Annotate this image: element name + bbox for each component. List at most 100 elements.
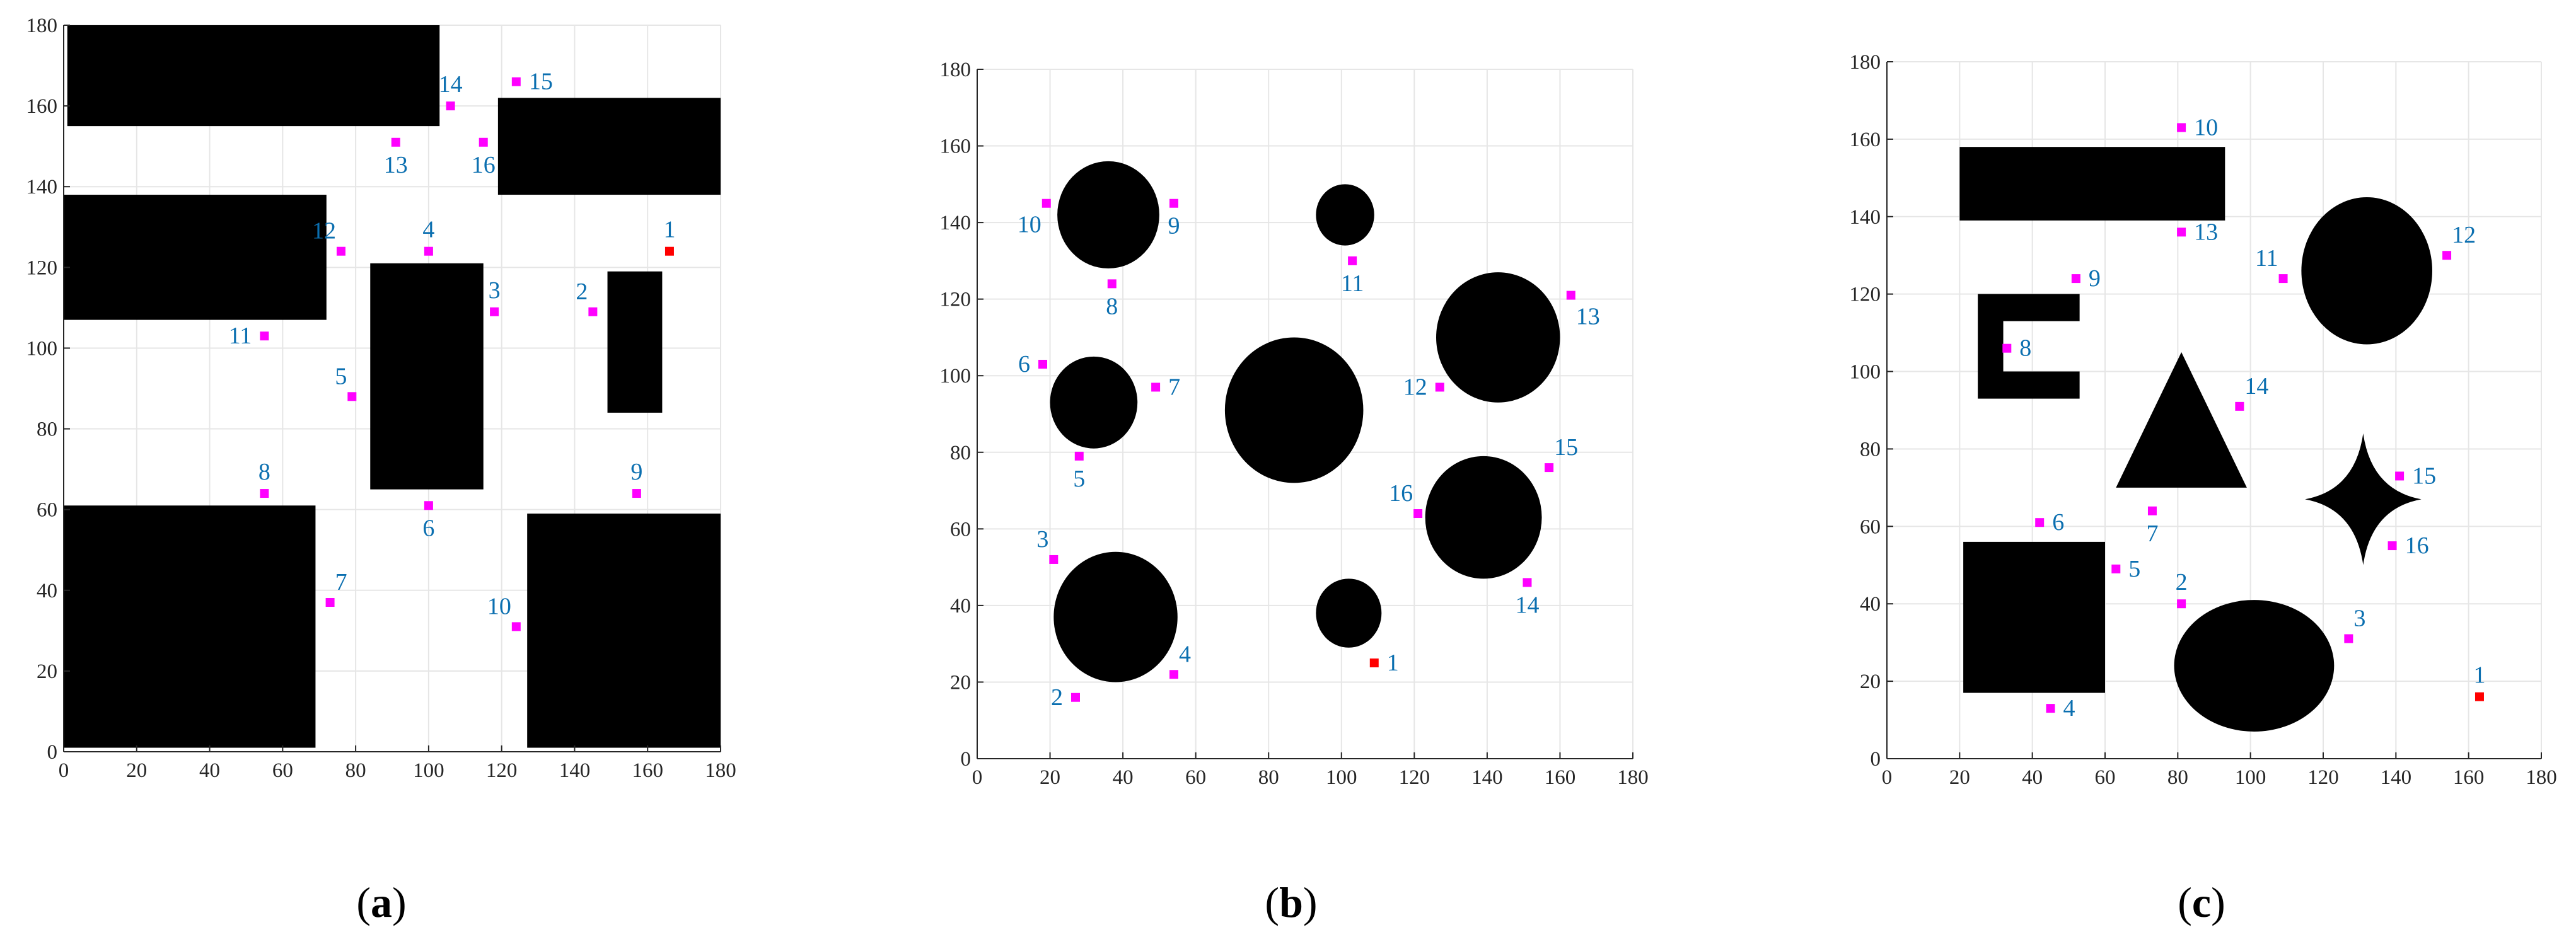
- waypoint: [2111, 564, 2121, 573]
- point-label: 9: [2089, 265, 2101, 292]
- x-tick-label: 160: [1545, 766, 1576, 789]
- point-label: 7: [2146, 520, 2158, 547]
- y-tick-label: 80: [37, 418, 57, 441]
- x-tick-label: 180: [705, 759, 736, 782]
- obstacles: [1959, 147, 2432, 732]
- waypoint: [1038, 359, 1047, 369]
- point-label: 4: [2063, 695, 2075, 721]
- y-tick-label: 100: [26, 337, 58, 360]
- waypoint: [1348, 256, 1357, 265]
- point-label: 16: [1389, 480, 1413, 507]
- y-tick-label: 120: [940, 289, 972, 311]
- x-tick-label: 80: [345, 759, 366, 782]
- x-tick-label: 40: [2022, 766, 2043, 789]
- obstacle-rect: [64, 505, 316, 748]
- x-tick-label: 100: [2235, 766, 2266, 789]
- waypoint: [2002, 343, 2012, 353]
- y-tick-label: 80: [1860, 438, 1881, 461]
- obstacle-bracket: [1978, 294, 2080, 399]
- waypoint: [2235, 401, 2244, 411]
- x-tick-label: 80: [2167, 766, 2188, 789]
- x-tick-label: 100: [1326, 766, 1357, 789]
- y-tick-label: 40: [1860, 593, 1881, 616]
- waypoint: [2344, 634, 2353, 643]
- panel-caption: (a): [356, 878, 406, 926]
- point-label: 2: [1051, 684, 1063, 711]
- panel-caption: (b): [1265, 878, 1317, 926]
- point-label: 11: [2255, 245, 2278, 272]
- start-point: [2474, 692, 2484, 701]
- point-label: 3: [1036, 526, 1048, 553]
- y-tick-label: 120: [26, 256, 58, 279]
- point-label: 16: [472, 152, 496, 178]
- waypoint: [2278, 274, 2288, 284]
- point-label: 2: [576, 279, 588, 305]
- obstacle-rect: [527, 514, 721, 748]
- y-tick-label: 60: [37, 499, 57, 522]
- waypoint: [2177, 123, 2186, 132]
- point-label: 16: [2405, 532, 2429, 559]
- point-label: 12: [312, 218, 336, 244]
- point-label: 6: [1018, 351, 1030, 377]
- x-tick-label: 60: [2095, 766, 2116, 789]
- point-label: 1: [1387, 650, 1399, 676]
- waypoint: [1523, 578, 1532, 587]
- waypoint: [1049, 555, 1059, 564]
- point-label: 11: [1341, 270, 1364, 297]
- x-tick-label: 140: [2381, 766, 2412, 789]
- waypoint: [1413, 509, 1423, 519]
- point-label: 5: [2128, 556, 2140, 582]
- waypoint: [511, 77, 521, 86]
- point-label: 6: [2052, 509, 2064, 536]
- x-tick-label: 40: [1113, 766, 1134, 789]
- x-tick-label: 160: [2453, 766, 2485, 789]
- point-label: 15: [529, 69, 553, 95]
- point-label: 7: [335, 569, 347, 595]
- point-label: 14: [1515, 592, 1539, 618]
- y-tick-label: 0: [961, 748, 972, 771]
- point-label: 5: [335, 363, 347, 389]
- x-tick-label: 120: [1399, 766, 1430, 789]
- point-label: 10: [2194, 114, 2218, 141]
- waypoint: [1041, 198, 1051, 208]
- waypoint: [588, 307, 598, 316]
- y-tick-label: 180: [26, 14, 58, 37]
- point-label: 6: [422, 515, 434, 541]
- point-label: 4: [1179, 641, 1191, 667]
- obstacle-circle: [1316, 184, 1374, 246]
- waypoint: [479, 137, 488, 147]
- point-label: 4: [422, 217, 434, 243]
- waypoint: [336, 246, 345, 256]
- point-label: 13: [2194, 219, 2218, 245]
- y-tick-label: 20: [1860, 670, 1881, 693]
- x-tick-label: 20: [1949, 766, 1970, 789]
- x-tick-label: 180: [2526, 766, 2557, 789]
- waypoint: [1566, 290, 1575, 300]
- obstacle-circle: [1053, 551, 1178, 682]
- panel-a: 0 20 40 60 80 100 120 140 160 180 0 20 40 60 80 100 120 1…: [26, 14, 736, 926]
- waypoint: [2177, 599, 2186, 609]
- point-label: 9: [1168, 213, 1180, 239]
- point-label: 3: [489, 277, 501, 304]
- waypoint: [325, 597, 335, 607]
- obstacle-circle: [1316, 578, 1382, 648]
- waypoint: [2177, 227, 2186, 237]
- y-tick-label: 160: [26, 95, 58, 118]
- x-tick-label: 60: [272, 759, 293, 782]
- waypoint: [1074, 451, 1084, 461]
- waypoint: [424, 246, 433, 256]
- obstacle-rect: [370, 263, 484, 490]
- point-label: 5: [1073, 466, 1085, 492]
- start-point: [664, 246, 674, 256]
- y-tick-label: 180: [1850, 51, 1881, 74]
- point-label: 1: [663, 217, 675, 243]
- point-label: 9: [630, 459, 642, 485]
- point-label: 2: [2176, 569, 2188, 595]
- obstacles: [64, 25, 721, 748]
- waypoint: [632, 489, 641, 498]
- x-tick-label: 120: [486, 759, 518, 782]
- waypoint: [2071, 274, 2080, 284]
- y-tick-label: 0: [1871, 748, 1881, 771]
- waypoint: [391, 137, 400, 147]
- point-label: 10: [1018, 212, 1041, 238]
